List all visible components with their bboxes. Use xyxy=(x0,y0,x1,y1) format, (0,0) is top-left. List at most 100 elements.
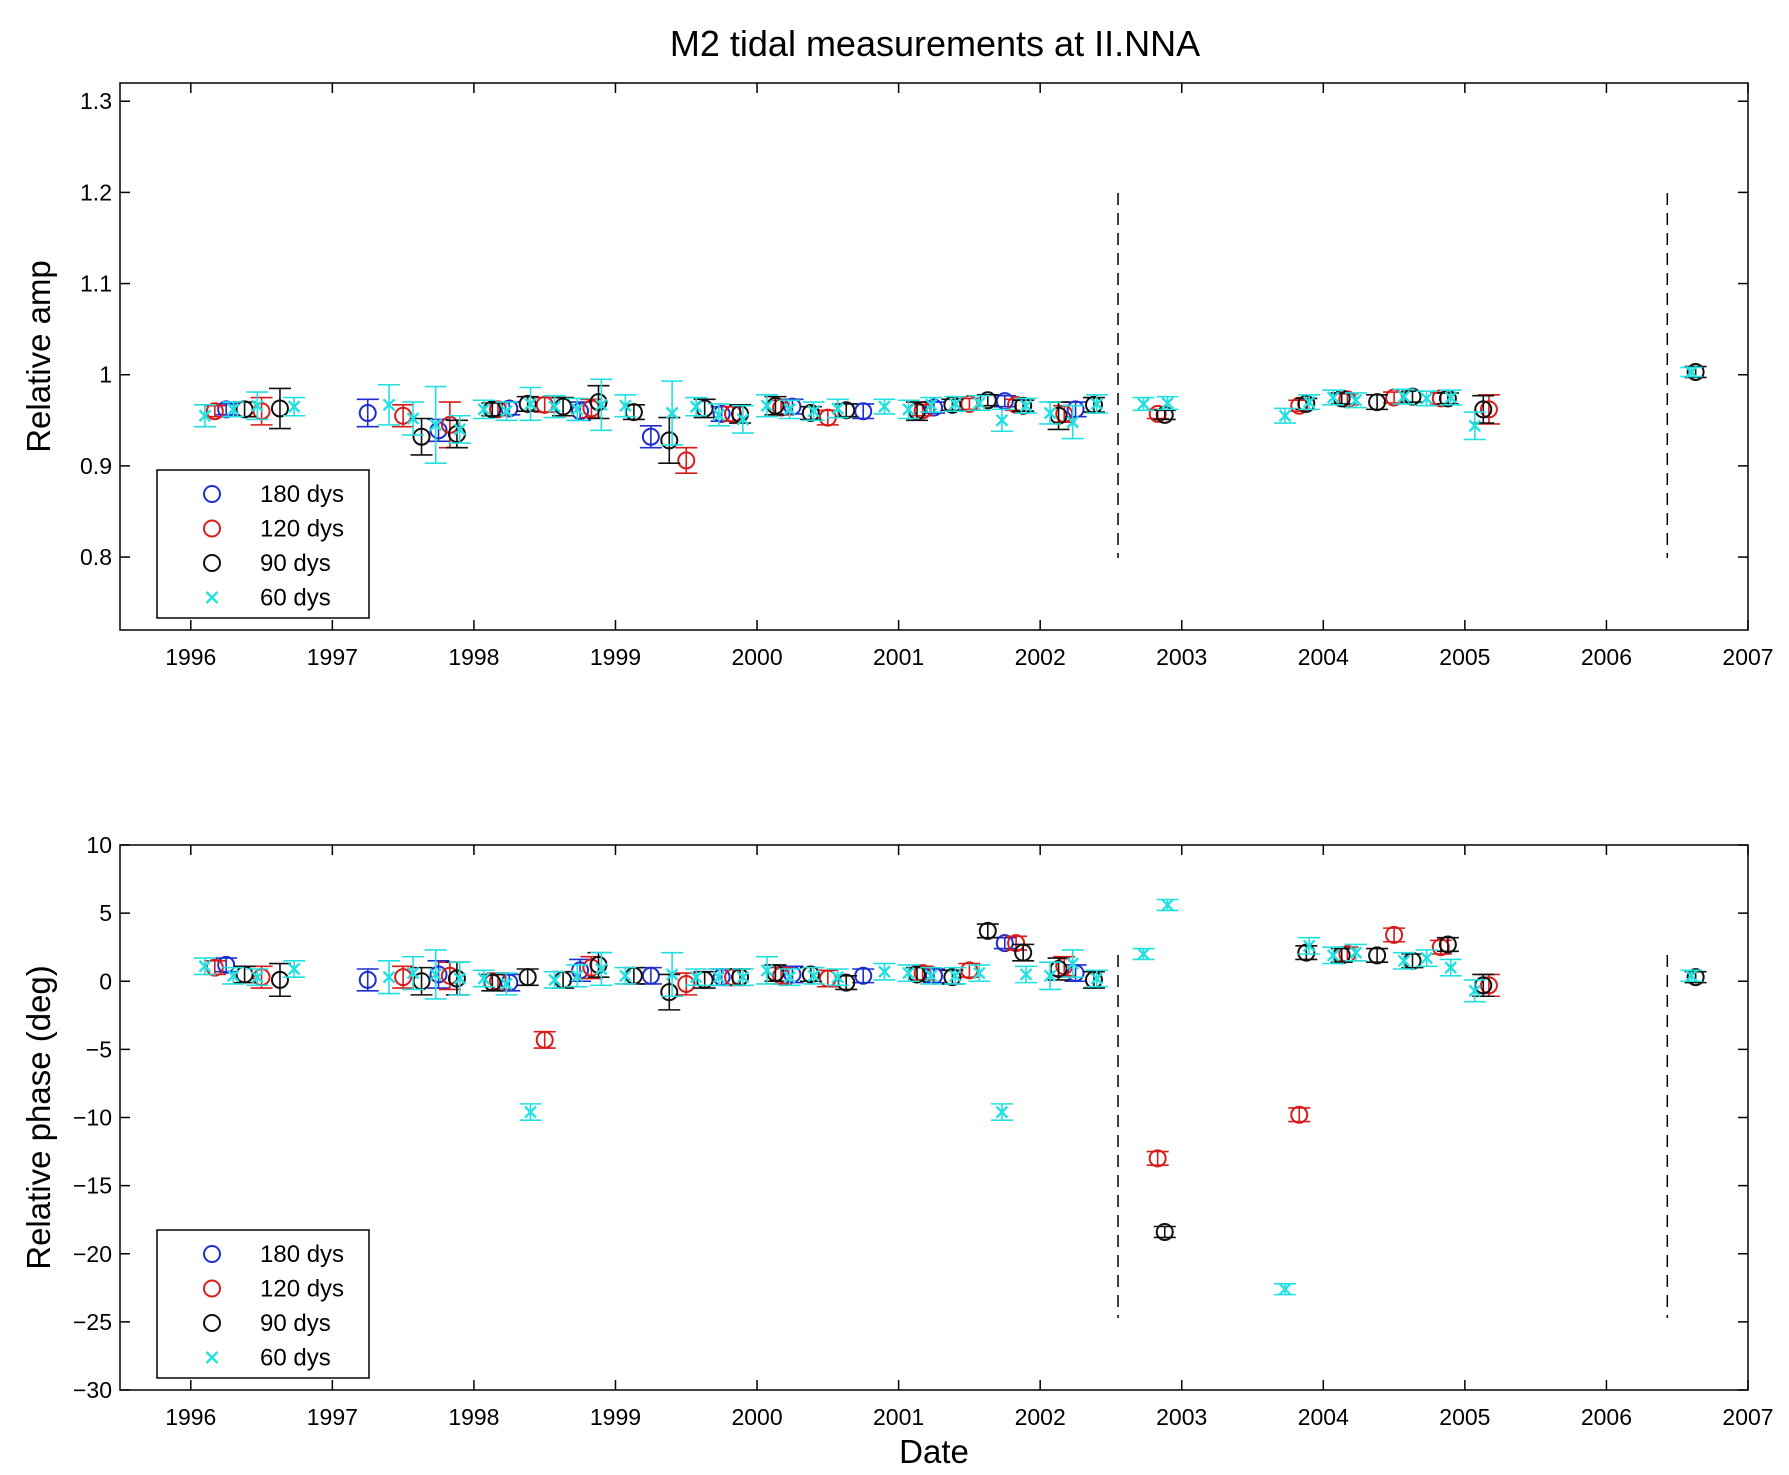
data-point-stroke-b xyxy=(1349,946,1363,959)
data-point-stroke-b xyxy=(250,970,264,984)
y-tick-label: −30 xyxy=(73,1377,112,1403)
data-point xyxy=(978,921,997,940)
legend: 180 dys 120 dys 90 dys 60 dys xyxy=(156,1229,370,1379)
data-point-stroke-b xyxy=(453,972,467,985)
y-tick-label: 1.3 xyxy=(80,88,112,114)
data-point-stroke-b xyxy=(287,400,301,413)
legend-label-90-dys: 90 dys xyxy=(260,550,331,577)
y-tick-label: 0.8 xyxy=(80,544,112,570)
data-point-stroke-b xyxy=(1397,390,1411,403)
data-point-stroke-b xyxy=(1161,898,1174,912)
data-point xyxy=(594,962,608,976)
legend-label-120-dys: 120 dys xyxy=(260,516,344,543)
data-point-stroke-b xyxy=(453,423,467,436)
data-point-stroke-b xyxy=(1302,939,1316,953)
data-point-stroke-b xyxy=(226,403,240,416)
data-point xyxy=(760,399,774,413)
data-point-stroke-b xyxy=(1278,1282,1292,1296)
data-point xyxy=(594,398,608,412)
data-point-stroke-b xyxy=(665,968,679,981)
data-point xyxy=(1302,395,1316,409)
data-point-stroke-b xyxy=(570,403,584,416)
data-point xyxy=(500,399,519,418)
legend-marker-90-dys xyxy=(203,1314,221,1332)
data-point-stroke-b xyxy=(1468,984,1482,998)
data-point xyxy=(270,399,289,418)
data-point xyxy=(453,972,467,985)
data-point-stroke-b xyxy=(1349,393,1363,407)
data-point-stroke-b xyxy=(1043,969,1057,983)
data-point xyxy=(1326,949,1340,962)
x-tick-label: 1997 xyxy=(307,644,358,670)
data-point xyxy=(1019,968,1033,981)
legend-marker-90-dys xyxy=(203,554,221,572)
data-point xyxy=(995,934,1014,953)
data-point-stroke-b xyxy=(995,413,1009,427)
data-point xyxy=(250,970,264,984)
data-point xyxy=(1137,397,1150,411)
x-tick-label: 1998 xyxy=(448,644,499,670)
legend-label-60-dys: 60 dys xyxy=(260,1345,331,1372)
data-point-stroke-b xyxy=(1161,396,1174,410)
data-point-stroke-b xyxy=(429,968,443,981)
data-point-stroke-b xyxy=(712,408,726,422)
data-point xyxy=(570,969,584,983)
data-point-stroke-b xyxy=(783,403,796,416)
data-point-stroke-b xyxy=(594,962,608,976)
data-point xyxy=(660,431,679,450)
data-point xyxy=(1438,935,1457,954)
data-point-stroke-b xyxy=(1397,954,1411,968)
data-point xyxy=(524,1105,537,1119)
data-point xyxy=(665,406,679,420)
data-point xyxy=(217,955,236,974)
data-point xyxy=(518,968,537,987)
x-tick-label: 2002 xyxy=(1015,1404,1066,1430)
x-tick-label: 1996 xyxy=(165,1404,216,1430)
y-tick-label: 1 xyxy=(99,362,112,388)
data-point xyxy=(453,423,467,436)
data-point xyxy=(902,403,915,416)
data-point xyxy=(1019,399,1033,413)
data-point-stroke-b xyxy=(500,977,513,991)
data-point-stroke-b xyxy=(807,969,821,983)
data-point xyxy=(1066,400,1085,419)
data-point xyxy=(689,970,703,984)
legend-box xyxy=(156,469,370,619)
data-point xyxy=(518,394,537,413)
legend-marker-180-dys xyxy=(203,1245,221,1263)
data-point xyxy=(548,973,561,987)
data-point xyxy=(1278,1282,1292,1296)
data-point xyxy=(1090,972,1104,985)
data-point-stroke-b xyxy=(760,399,774,413)
data-point xyxy=(394,968,413,987)
data-point xyxy=(831,970,845,984)
data-point-stroke-b xyxy=(1090,397,1104,411)
x-tick-label: 1998 xyxy=(448,1404,499,1430)
data-point xyxy=(943,968,962,987)
x-tick-label: 2004 xyxy=(1298,1404,1349,1430)
data-point-stroke-b xyxy=(689,970,703,984)
data-point-stroke-b xyxy=(382,398,396,412)
data-point xyxy=(1090,397,1104,411)
x-axis-label: Date xyxy=(899,1433,969,1470)
data-point xyxy=(878,965,891,979)
data-point-stroke-b xyxy=(712,970,726,984)
data-point-stroke-b xyxy=(594,398,608,412)
legend-marker-60-dys-stroke-b xyxy=(205,1351,219,1364)
data-point xyxy=(1397,954,1411,968)
data-point-stroke-b xyxy=(1066,957,1080,970)
y-tick-label: 1.2 xyxy=(80,179,112,205)
data-point-stroke-b xyxy=(1137,947,1150,961)
data-point-stroke-b xyxy=(548,973,561,987)
data-point-stroke-b xyxy=(878,400,891,413)
legend-label-180-dys: 180 dys xyxy=(260,481,344,508)
data-point-stroke-b xyxy=(1420,951,1433,965)
data-point xyxy=(524,397,537,411)
data-point-stroke-b xyxy=(760,964,774,977)
legend-marker-120-dys xyxy=(203,1279,221,1298)
data-point xyxy=(736,970,750,984)
data-point-stroke-b xyxy=(807,404,821,418)
y-axis-label: Relative amp xyxy=(20,260,57,453)
data-point-stroke-b xyxy=(1043,406,1057,420)
